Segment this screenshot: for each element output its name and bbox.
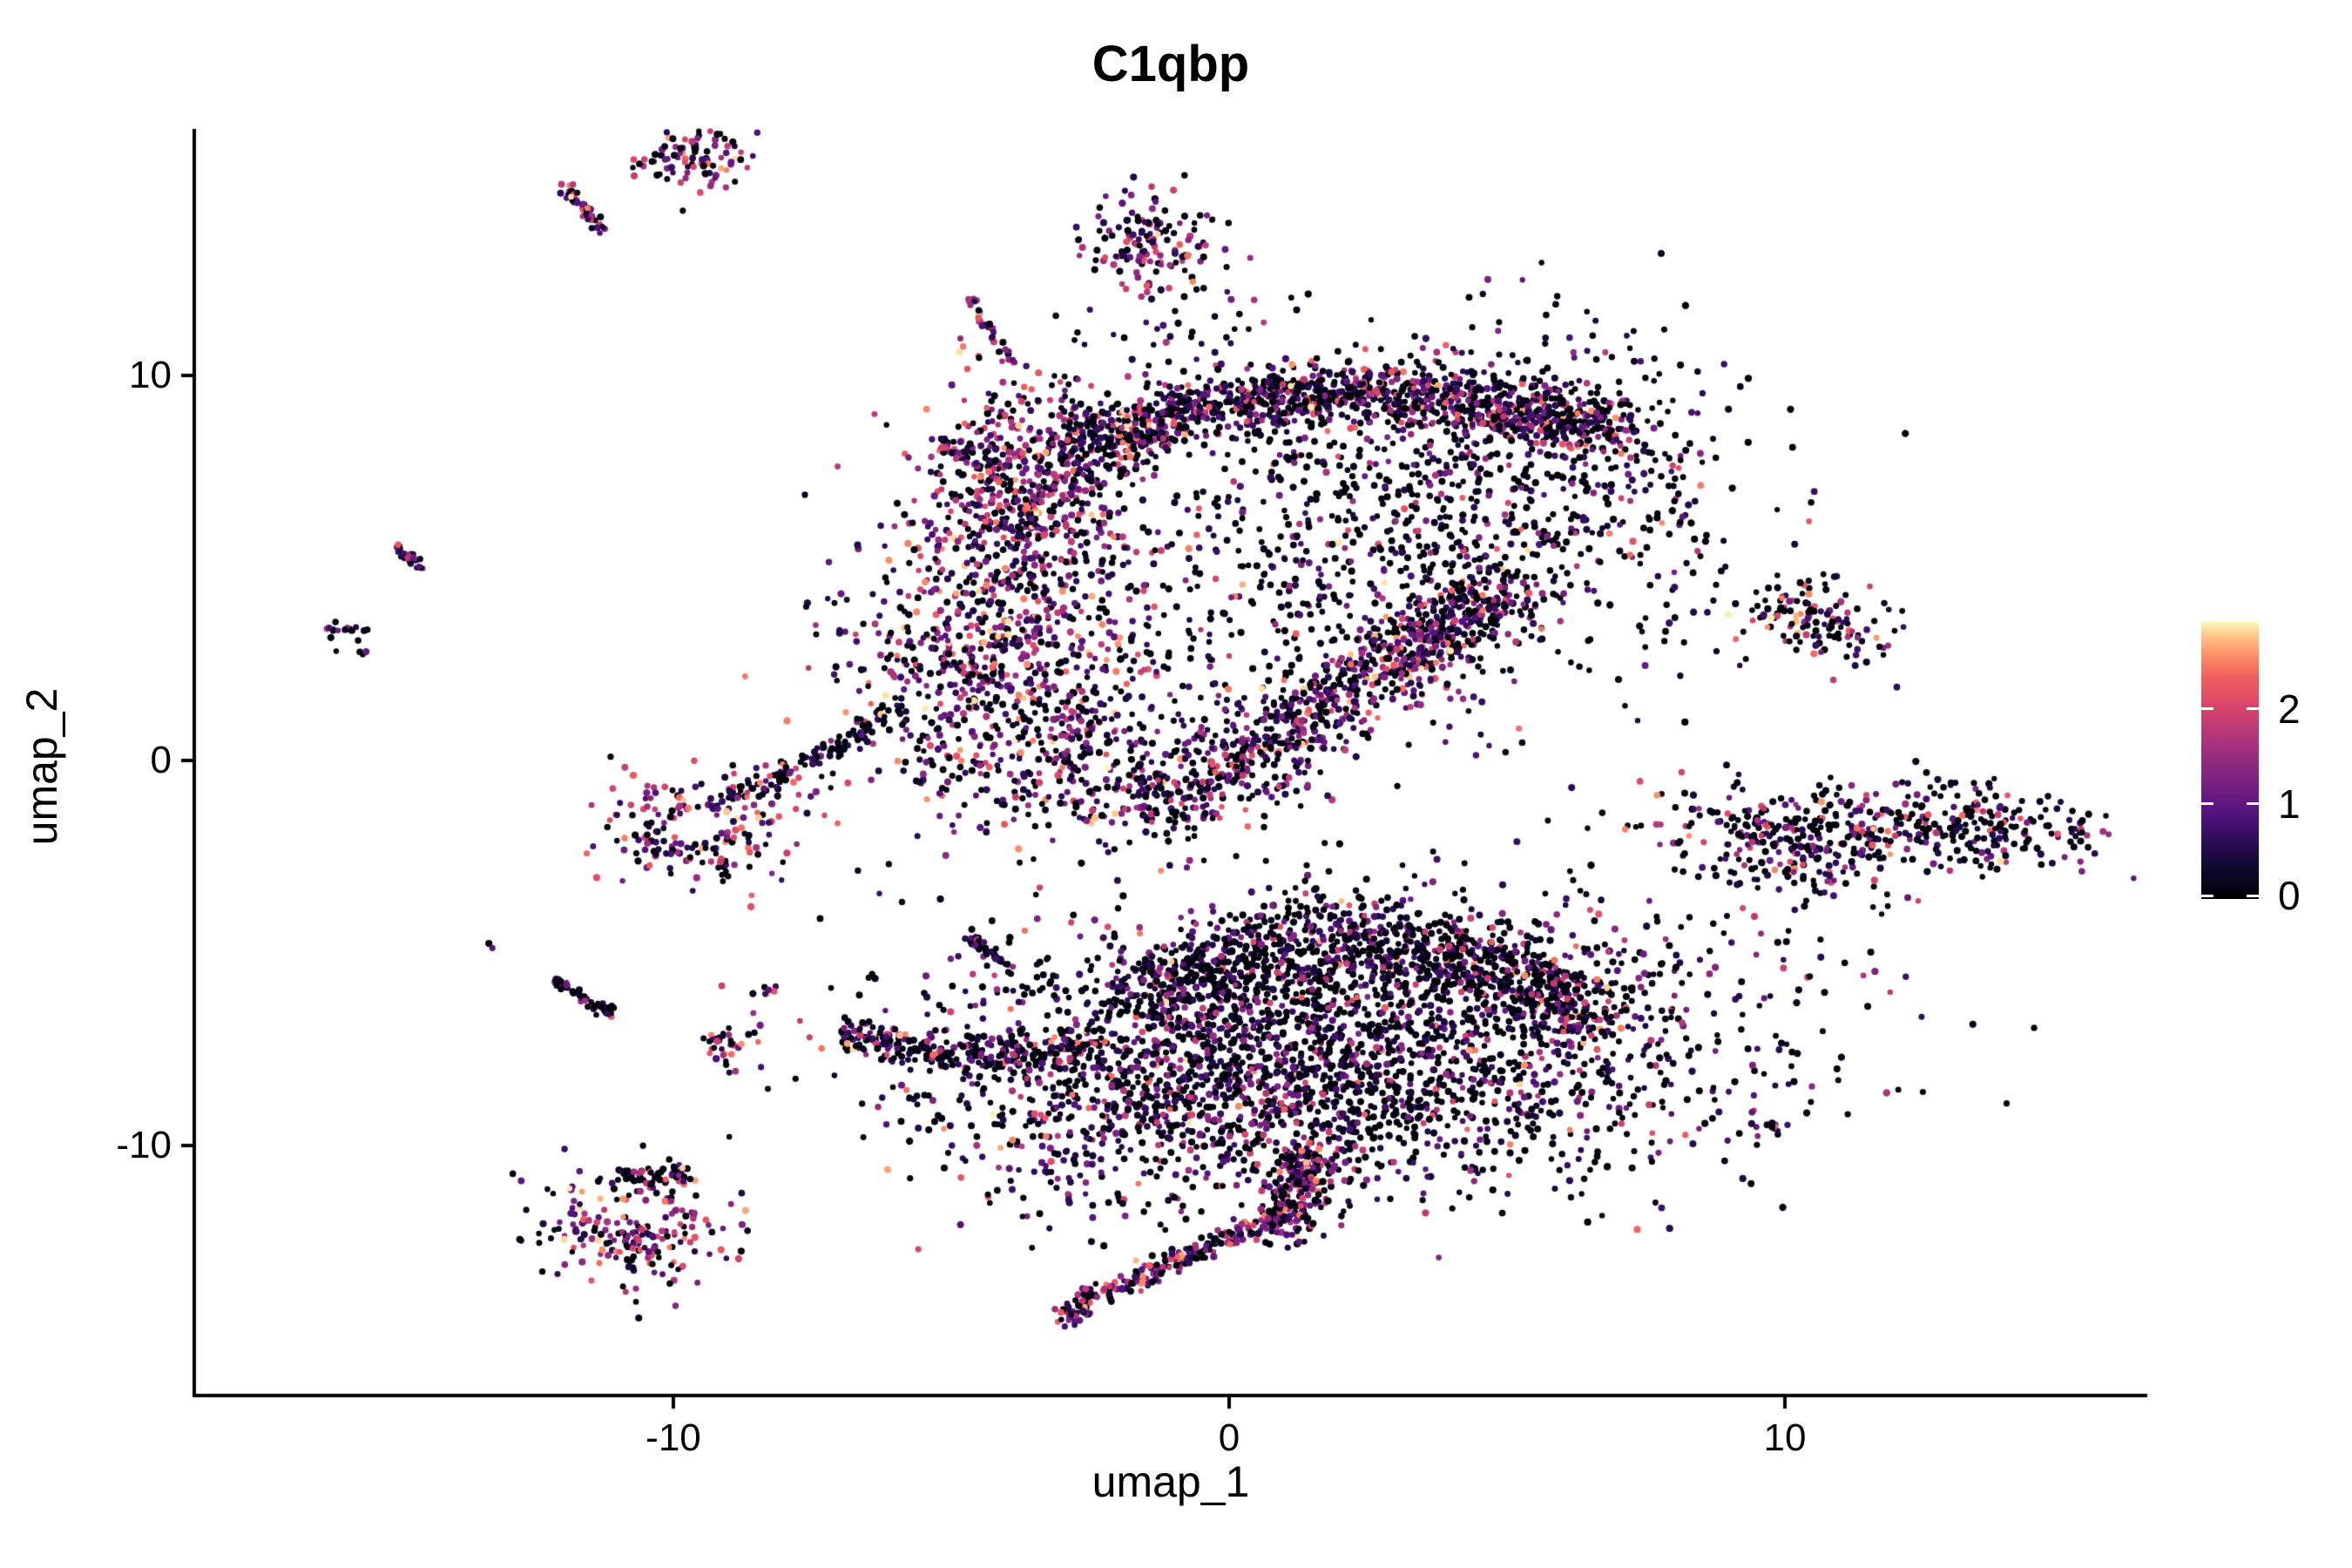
colorbar-tick-mark bbox=[2247, 802, 2259, 806]
colorbar-tick-label: 1 bbox=[2278, 781, 2301, 827]
y-axis-label: umap_2 bbox=[17, 687, 66, 846]
colorbar-tick-mark bbox=[2247, 894, 2259, 897]
colorbar-tick-label: 0 bbox=[2278, 873, 2301, 918]
x-tick-label: 0 bbox=[1218, 1416, 1240, 1459]
x-axis-label: umap_1 bbox=[1092, 1457, 1250, 1506]
x-tick-label: 10 bbox=[1763, 1416, 1807, 1459]
y-tick-label: -10 bbox=[116, 1124, 172, 1167]
colorbar-gradient bbox=[2201, 621, 2259, 899]
colorbar-tick-label: 2 bbox=[2278, 686, 2301, 732]
plot-title: C1qbp bbox=[1092, 36, 1250, 92]
colorbar-tick-mark bbox=[2201, 802, 2213, 806]
x-tick-label: -10 bbox=[645, 1416, 701, 1459]
y-tick-label: 0 bbox=[150, 739, 172, 781]
colorbar-tick-mark bbox=[2247, 707, 2259, 710]
y-tick-label: 10 bbox=[129, 353, 172, 396]
colorbar-tick-mark bbox=[2201, 707, 2213, 710]
colorbar-tick-mark bbox=[2201, 894, 2213, 897]
